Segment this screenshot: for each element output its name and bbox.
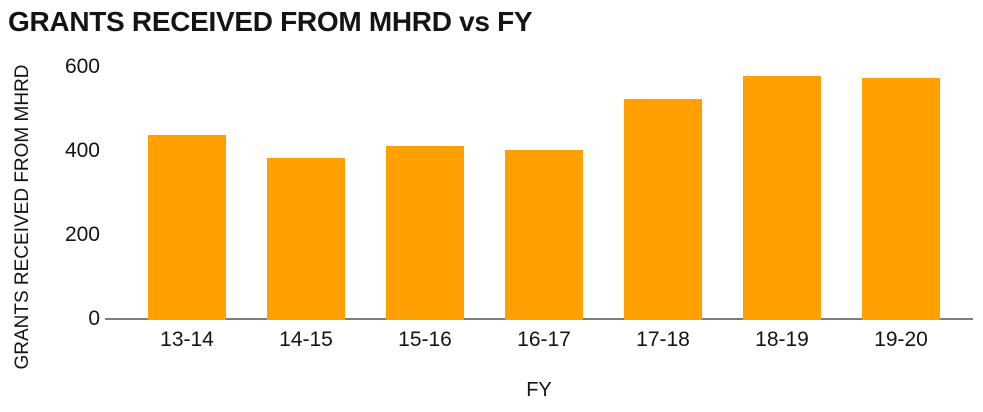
bar-17-18	[624, 99, 702, 320]
x-tick-label-15-16: 15-16	[398, 328, 452, 351]
x-tick-label-16-17: 16-17	[517, 328, 571, 351]
bar-18-19	[743, 76, 821, 320]
bar-13-14	[148, 135, 226, 320]
bar-14-15	[267, 158, 345, 320]
x-tick-label-18-19: 18-19	[755, 328, 809, 351]
bar-16-17	[505, 150, 583, 320]
bar-19-20	[862, 78, 940, 320]
x-axis-title: FY	[526, 379, 552, 401]
x-tick-label-13-14: 13-14	[160, 328, 214, 351]
y-tick-label-600: 600	[64, 55, 100, 78]
x-tick-label-14-15: 14-15	[279, 328, 333, 351]
y-tick-label-400: 400	[64, 139, 100, 162]
chart-title: GRANTS RECEIVED FROM MHRD vs FY	[8, 6, 533, 37]
y-tick-label-200: 200	[64, 223, 100, 246]
y-tick-label-0: 0	[88, 307, 100, 330]
x-tick-label-17-18: 17-18	[636, 328, 690, 351]
bar-15-16	[386, 146, 464, 320]
x-tick-label-19-20: 19-20	[874, 328, 928, 351]
